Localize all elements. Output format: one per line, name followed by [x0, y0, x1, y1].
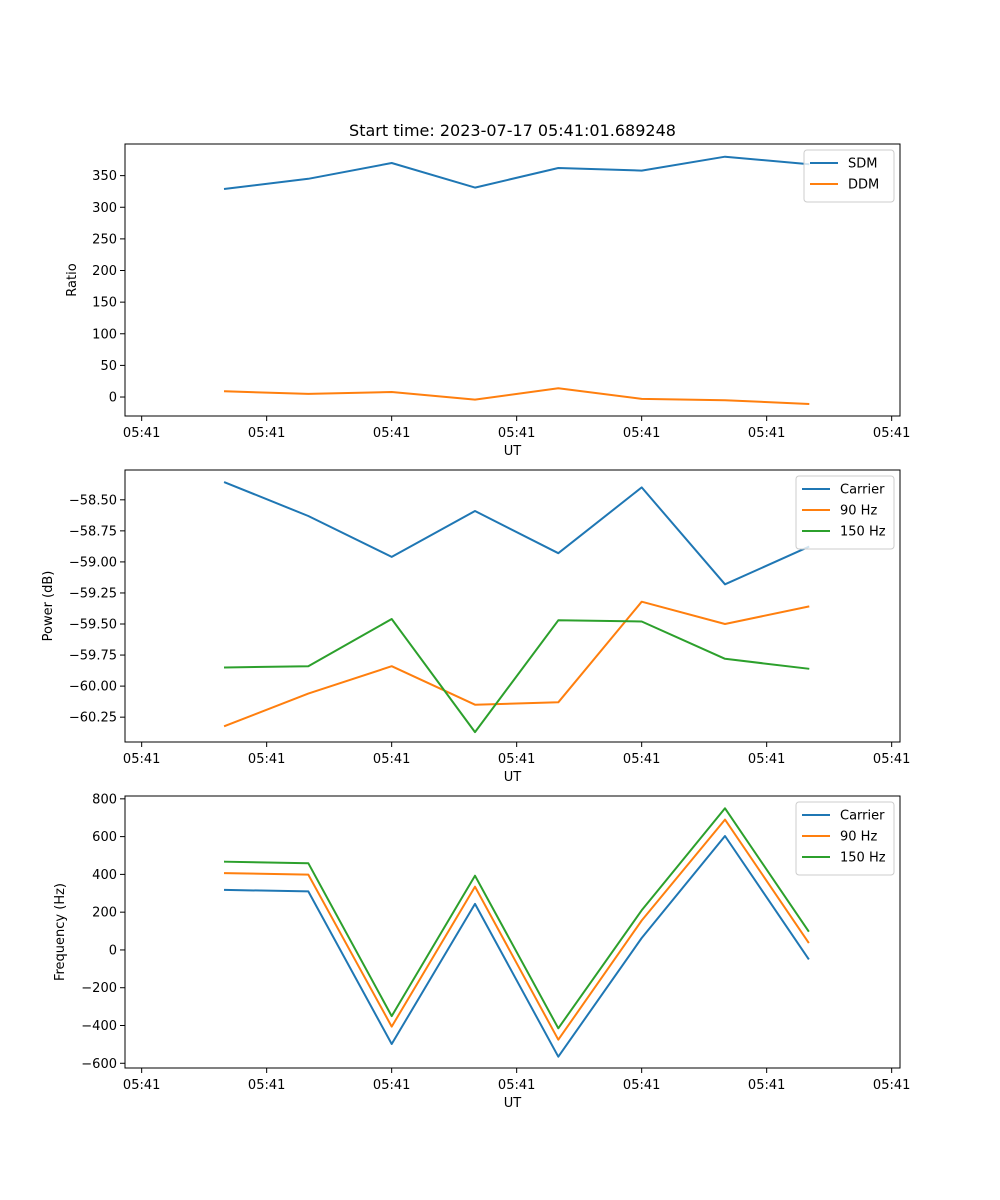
y-tick-label: 50 [100, 359, 117, 374]
y-tick-label: 400 [92, 868, 117, 883]
x-tick-label: 05:41 [873, 752, 910, 767]
chart-title: Start time: 2023-07-17 05:41:01.689248 [349, 121, 676, 140]
x-tick-label: 05:41 [248, 1078, 285, 1093]
series-line-90-hz [223, 600, 810, 728]
subplot-3: 05:41 05:41 05:41 05:41 05:41 05:41 05:41 −600 −… [53, 792, 910, 1111]
legend: Carrier 90 Hz 150 Hz [795, 475, 895, 550]
axes-frame [124, 143, 901, 417]
series-line-90-hz [223, 818, 810, 1041]
legend: SDM DDM [803, 149, 895, 203]
legend-label: 150 Hz [840, 851, 886, 866]
legend-label: 90 Hz [840, 504, 877, 519]
y-tick-label: −400 [81, 1019, 117, 1034]
x-tick-label: 05:41 [498, 1078, 535, 1093]
axes-frame [124, 795, 901, 1069]
x-tick-label: 05:41 [873, 426, 910, 441]
series-line-150-hz [223, 807, 810, 1030]
y-axis-label: Ratio [65, 263, 80, 296]
series-line-sdm [223, 155, 810, 191]
y-tick-label: −59.00 [69, 555, 117, 570]
x-tick-label: 05:41 [623, 1078, 660, 1093]
series-line-150-hz [223, 618, 810, 734]
y-tick-label: −58.75 [69, 524, 117, 539]
legend-label: Carrier [840, 483, 885, 498]
x-tick-label: 05:41 [373, 426, 410, 441]
y-tick-label: −200 [81, 981, 117, 996]
y-tick-label: 250 [92, 232, 117, 247]
y-axis-label: Power (dB) [41, 571, 56, 642]
y-tick-label: 600 [92, 830, 117, 845]
legend-label: Carrier [840, 809, 885, 824]
axes-frame [124, 469, 901, 743]
y-tick-label: −59.50 [69, 618, 117, 633]
x-tick-label: 05:41 [248, 426, 285, 441]
subplot-1: 05:41 05:41 05:41 05:41 05:41 05:41 05:41 0 50 10… [65, 143, 910, 459]
legend-label: DDM [848, 178, 879, 193]
series-line-carrier [223, 481, 810, 586]
x-tick-label: 05:41 [123, 426, 160, 441]
y-tick-label: 350 [92, 169, 117, 184]
y-tick-label: −60.25 [69, 711, 117, 726]
y-tick-label: 800 [92, 792, 117, 807]
x-axis-label: UT [504, 770, 522, 785]
y-tick-label: 0 [109, 943, 117, 958]
y-tick-label: 200 [92, 906, 117, 921]
x-tick-label: 05:41 [873, 1078, 910, 1093]
x-tick-label: 05:41 [623, 752, 660, 767]
x-tick-label: 05:41 [748, 1078, 785, 1093]
y-axis-label: Frequency (Hz) [53, 883, 68, 981]
x-tick-label: 05:41 [623, 426, 660, 441]
y-tick-label: −60.00 [69, 680, 117, 695]
y-tick-label: 200 [92, 264, 117, 279]
y-tick-label: 100 [92, 327, 117, 342]
x-tick-label: 05:41 [373, 752, 410, 767]
legend-label: SDM [848, 157, 877, 172]
x-tick-label: 05:41 [748, 752, 785, 767]
subplots: 05:41 05:41 05:41 05:41 05:41 05:41 05:41 0 50 10… [41, 143, 910, 1111]
y-tick-label: −59.75 [69, 649, 117, 664]
y-tick-label: 0 [109, 391, 117, 406]
subplot-2: 05:41 05:41 05:41 05:41 05:41 05:41 05:41 −58.5… [41, 469, 910, 785]
x-tick-label: 05:41 [123, 752, 160, 767]
x-tick-label: 05:41 [498, 426, 535, 441]
legend: Carrier 90 Hz 150 Hz [795, 801, 895, 876]
series-line-carrier [223, 835, 810, 1058]
x-tick-label: 05:41 [498, 752, 535, 767]
x-tick-label: 05:41 [748, 426, 785, 441]
x-axis-label: UT [504, 1096, 522, 1111]
y-tick-label: −59.25 [69, 586, 117, 601]
y-tick-label: 300 [92, 201, 117, 216]
y-tick-label: −58.50 [69, 493, 117, 508]
x-tick-label: 05:41 [248, 752, 285, 767]
x-tick-label: 05:41 [373, 1078, 410, 1093]
legend-label: 90 Hz [840, 830, 877, 845]
series-line-ddm [223, 387, 810, 406]
x-axis-label: UT [504, 444, 522, 459]
y-tick-label: 150 [92, 296, 117, 311]
legend-label: 150 Hz [840, 525, 886, 540]
x-tick-label: 05:41 [123, 1078, 160, 1093]
y-tick-label: −600 [81, 1057, 117, 1072]
